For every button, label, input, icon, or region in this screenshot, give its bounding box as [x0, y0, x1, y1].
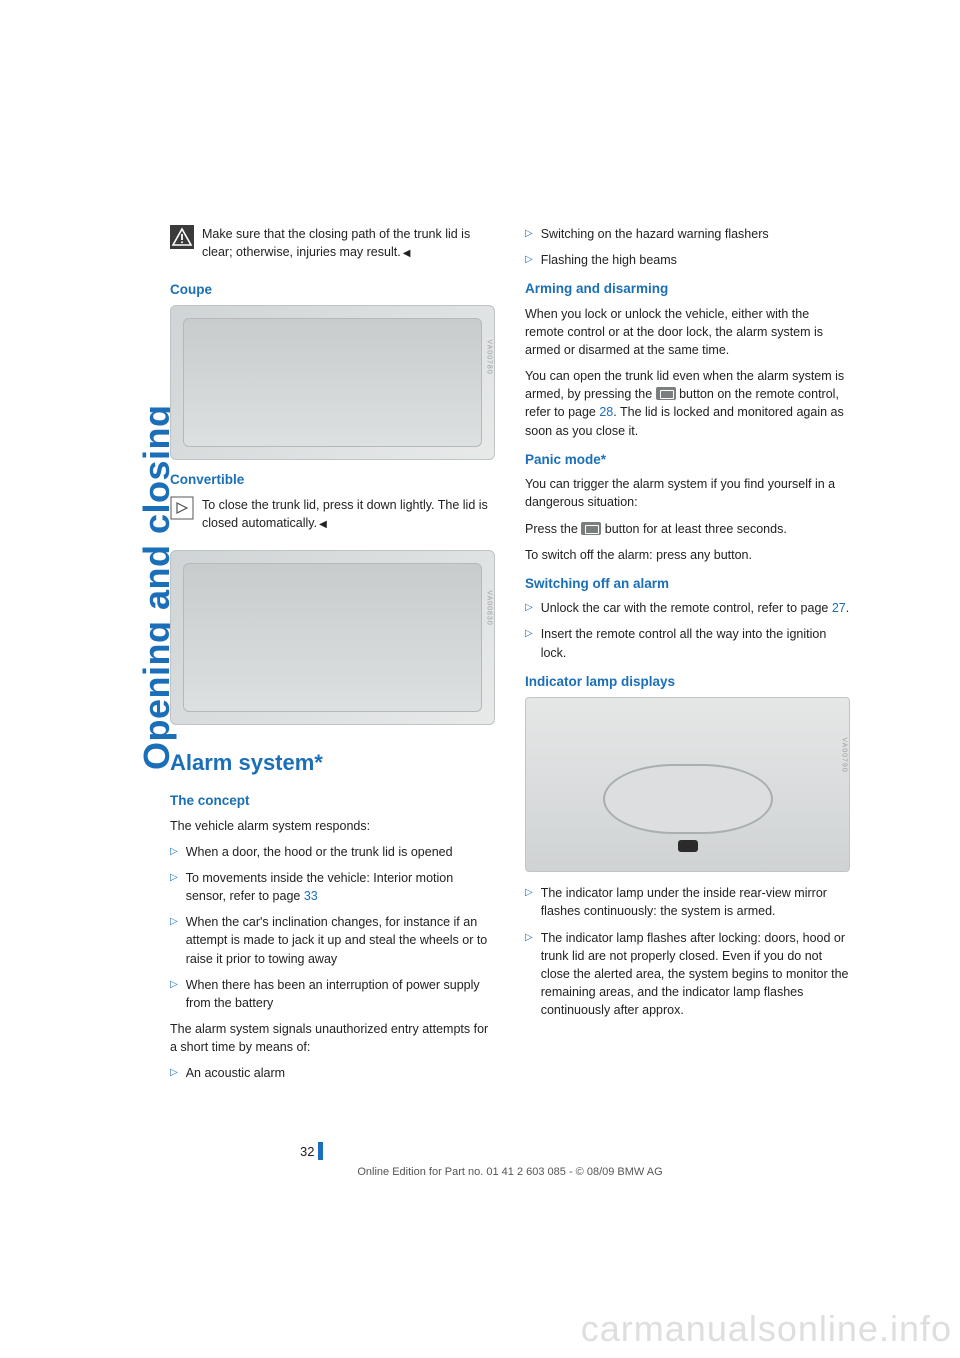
list-item: Insert the remote control all the way in…	[525, 625, 850, 661]
bullet-icon	[525, 884, 533, 920]
arming-heading: Arming and disarming	[525, 279, 850, 299]
list-item: The indicator lamp flashes after locking…	[525, 929, 850, 1020]
figure-code: VA00830	[483, 591, 493, 626]
watermark: carmanualsonline.info	[581, 1308, 952, 1350]
panic-p1: You can trigger the alarm system if you …	[525, 475, 850, 511]
convertible-tip-text: To close the trunk lid, press it down li…	[202, 496, 495, 533]
convertible-tip-span: To close the trunk lid, press it down li…	[202, 498, 488, 530]
end-mark	[317, 516, 327, 530]
bullet-icon	[525, 625, 533, 661]
bullet-icon	[525, 599, 533, 617]
list-text: Switching on the hazard warning flashers	[541, 225, 769, 243]
arming-p1: When you lock or unlock the vehicle, eit…	[525, 305, 850, 359]
list-text-part: To movements inside the vehicle: Interio…	[186, 871, 454, 903]
tip-notice: To close the trunk lid, press it down li…	[170, 496, 495, 541]
warning-text: Make sure that the closing path of the t…	[202, 225, 495, 262]
signals-list-cont: Switching on the hazard warning flashers…	[525, 225, 850, 269]
list-item: The indicator lamp under the inside rear…	[525, 884, 850, 920]
panic-p2: Press the button for at least three seco…	[525, 520, 850, 538]
figure-code: VA00780	[483, 340, 493, 375]
warning-text-span: Make sure that the closing path of the t…	[202, 227, 470, 259]
bullet-icon	[170, 976, 178, 1012]
indicator-heading: Indicator lamp displays	[525, 672, 850, 692]
bullet-icon	[525, 251, 533, 269]
footer-line: Online Edition for Part no. 01 41 2 603 …	[357, 1166, 662, 1178]
list-text: The indicator lamp flashes after locking…	[541, 929, 850, 1020]
list-item: To movements inside the vehicle: Interio…	[170, 869, 495, 905]
list-text: Flashing the high beams	[541, 251, 677, 269]
page-number-text: 32	[300, 1144, 314, 1159]
concept-intro: The vehicle alarm system responds:	[170, 817, 495, 835]
text-part: Unlock the car with the remote control, …	[541, 601, 832, 615]
page-footer: 32 Online Edition for Part no. 01 41 2 6…	[170, 1142, 850, 1178]
switchoff-list: Unlock the car with the remote control, …	[525, 599, 850, 661]
concept-list: When a door, the hood or the trunk lid i…	[170, 843, 495, 1012]
convertible-heading: Convertible	[170, 470, 495, 490]
page-link[interactable]: 27	[832, 601, 846, 615]
list-item: Flashing the high beams	[525, 251, 850, 269]
list-text: When there has been an interruption of p…	[186, 976, 495, 1012]
indicator-lamp-figure: VA00790	[525, 697, 850, 872]
figure-code: VA00790	[838, 738, 848, 773]
list-item: When a door, the hood or the trunk lid i…	[170, 843, 495, 861]
convertible-trunk-figure: VA00830	[170, 550, 495, 725]
text-part: button for at least three seconds.	[601, 522, 787, 536]
right-column: Switching on the hazard warning flashers…	[525, 225, 850, 1090]
list-text: When the car's inclination changes, for …	[186, 913, 495, 967]
list-text: Unlock the car with the remote control, …	[541, 599, 850, 617]
coupe-trunk-figure: VA00780	[170, 305, 495, 460]
trunk-button-icon	[656, 387, 676, 400]
list-text: Insert the remote control all the way in…	[541, 625, 850, 661]
bullet-icon	[170, 913, 178, 967]
switchoff-heading: Switching off an alarm	[525, 574, 850, 594]
list-text: When a door, the hood or the trunk lid i…	[186, 843, 453, 861]
content-columns: Make sure that the closing path of the t…	[170, 225, 850, 1090]
list-item: An acoustic alarm	[170, 1064, 495, 1082]
text-part: Press the	[525, 522, 581, 536]
signals-list: An acoustic alarm	[170, 1064, 495, 1082]
page-number-bar	[318, 1142, 323, 1160]
bullet-icon	[170, 1064, 178, 1082]
list-text: The indicator lamp under the inside rear…	[541, 884, 850, 920]
left-column: Make sure that the closing path of the t…	[170, 225, 495, 1090]
list-item: When the car's inclination changes, for …	[170, 913, 495, 967]
coupe-heading: Coupe	[170, 280, 495, 300]
arming-p2: You can open the trunk lid even when the…	[525, 367, 850, 440]
panic-p3: To switch off the alarm: press any butto…	[525, 546, 850, 564]
alarm-system-heading: Alarm system*	[170, 747, 495, 779]
list-item: When there has been an interruption of p…	[170, 976, 495, 1012]
end-mark	[401, 245, 411, 259]
concept-heading: The concept	[170, 791, 495, 811]
list-item: Switching on the hazard warning flashers	[525, 225, 850, 243]
list-item: Unlock the car with the remote control, …	[525, 599, 850, 617]
bullet-icon	[525, 225, 533, 243]
bullet-icon	[170, 843, 178, 861]
indicator-list: The indicator lamp under the inside rear…	[525, 884, 850, 1019]
list-text: An acoustic alarm	[186, 1064, 285, 1082]
bullet-icon	[170, 869, 178, 905]
alarm-signals-text: The alarm system signals unauthorized en…	[170, 1020, 495, 1056]
page-link[interactable]: 28	[599, 405, 613, 419]
page-link[interactable]: 33	[304, 889, 318, 903]
panic-heading: Panic mode*	[525, 450, 850, 470]
warning-notice: Make sure that the closing path of the t…	[170, 225, 495, 270]
list-text: To movements inside the vehicle: Interio…	[186, 869, 495, 905]
warning-icon	[170, 225, 194, 249]
trunk-button-icon	[581, 522, 601, 535]
bullet-icon	[525, 929, 533, 1020]
page: Opening and closing Make sure that the c…	[0, 0, 960, 1358]
tip-icon	[170, 496, 194, 520]
page-number: 32	[300, 1142, 323, 1160]
